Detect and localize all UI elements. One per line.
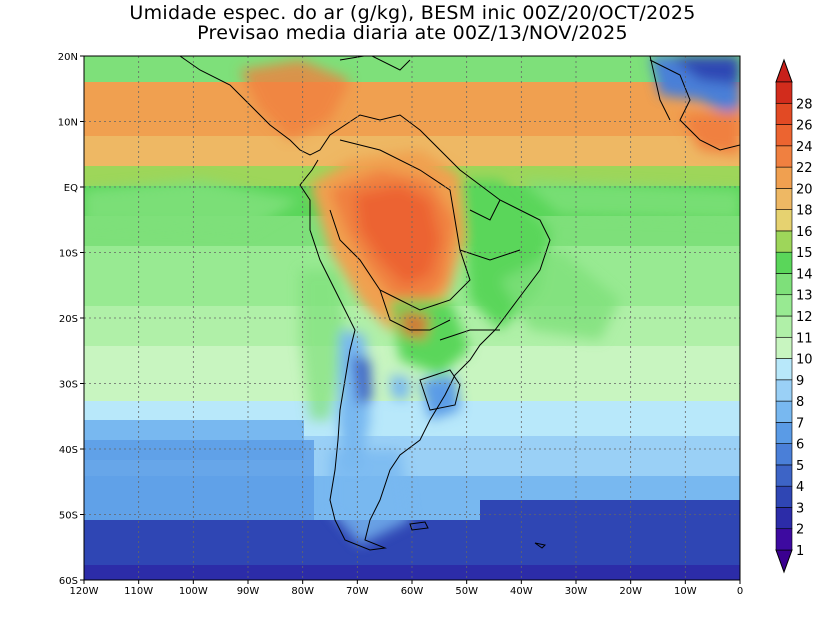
colorbar-swatch (775, 166, 793, 189)
title-line-1: Umidade espec. do ar (g/kg), BESM inic 0… (129, 2, 696, 24)
lat-label: 60S (59, 576, 78, 587)
colorbar-swatch (775, 485, 793, 508)
lon-label: 50W (455, 586, 478, 597)
colorbar-swatch (775, 273, 793, 296)
colorbar-swatch (775, 400, 793, 423)
colorbar-level-label: 2 (796, 523, 804, 538)
colorbar-level-label: 1 (796, 544, 804, 559)
title-line-2: Previsao media diaria ate 00Z/13/NOV/202… (197, 22, 628, 44)
colorbar-level-label: 4 (796, 480, 804, 495)
lon-label: 70W (346, 586, 369, 597)
lon-label: 30W (565, 586, 588, 597)
lon-label: 40W (510, 586, 533, 597)
lon-label: 90W (237, 586, 260, 597)
colorbar-level-label: 6 (796, 438, 804, 453)
lon-label: 120W (70, 586, 99, 597)
colorbar-level-label: 28 (796, 97, 813, 112)
colorbar-swatch (775, 528, 793, 551)
colorbar-swatch (775, 230, 793, 253)
lat-label: 30S (59, 380, 78, 391)
colorbar-level-label: 14 (796, 267, 813, 282)
colorbar-level-label: 26 (796, 119, 813, 134)
colorbar-level-label: 24 (796, 140, 813, 155)
colorbar-level-label: 22 (796, 161, 813, 176)
colorbar-swatch (775, 124, 793, 147)
colorbar-swatch (775, 145, 793, 168)
colorbar-low-arrow (775, 549, 793, 574)
lon-label: 60W (401, 586, 424, 597)
colorbar-level-label: 20 (796, 182, 813, 197)
lon-label: 80W (291, 586, 314, 597)
colorbar-swatch (775, 336, 793, 359)
colorbar-level-label: 8 (796, 395, 804, 410)
lat-label: 20N (58, 52, 78, 63)
lat-label: 20S (59, 314, 78, 325)
colorbar-level-label: 12 (796, 310, 813, 325)
lon-label: 10W (674, 586, 697, 597)
colorbar-level-label: 18 (796, 204, 813, 219)
colorbar-level-label: 9 (796, 374, 804, 389)
colorbar-level-label: 5 (796, 459, 804, 474)
lat-label: 40S (59, 445, 78, 456)
colorbar-swatch (775, 294, 793, 317)
axis-labels: 120W 110W 100W 90W 80W 70W 60W 50W 40W 30W 20W 10W 0… (58, 52, 743, 597)
colorbar-level-label: 11 (796, 331, 813, 346)
lon-label: 110W (124, 586, 153, 597)
colorbar-swatch (775, 443, 793, 466)
colorbar-level-label: 16 (796, 225, 813, 240)
colorbar-swatch (775, 507, 793, 530)
colorbar-swatch (775, 422, 793, 444)
colorbar-swatch (775, 188, 793, 210)
lon-label: 100W (179, 586, 208, 597)
graticule (84, 56, 740, 580)
lon-label: 0 (737, 586, 743, 597)
colorbar-swatch (775, 102, 793, 125)
colorbar-swatch (775, 315, 793, 338)
colorbar-high-arrow (775, 58, 793, 83)
coastlines (179, 56, 740, 551)
colorbar-swatch (775, 464, 793, 487)
colorbar-level-label: 7 (796, 416, 804, 431)
lat-label: 10S (59, 249, 78, 260)
colorbar-level-label: 10 (796, 353, 813, 368)
lat-label: 10N (58, 118, 78, 129)
colorbar-level-label: 15 (796, 246, 813, 261)
colorbar-swatch (775, 81, 793, 104)
colorbar-swatch (775, 358, 793, 381)
colorbar-level-label: 3 (796, 501, 804, 516)
colorbar-level-label: 13 (796, 289, 813, 304)
colorbar-swatch (775, 251, 793, 274)
lat-label: 50S (59, 511, 78, 522)
colorbar-swatch (775, 209, 793, 232)
lon-label: 20W (619, 586, 642, 597)
colorbar-swatch (775, 379, 793, 402)
lat-label: EQ (64, 183, 78, 194)
